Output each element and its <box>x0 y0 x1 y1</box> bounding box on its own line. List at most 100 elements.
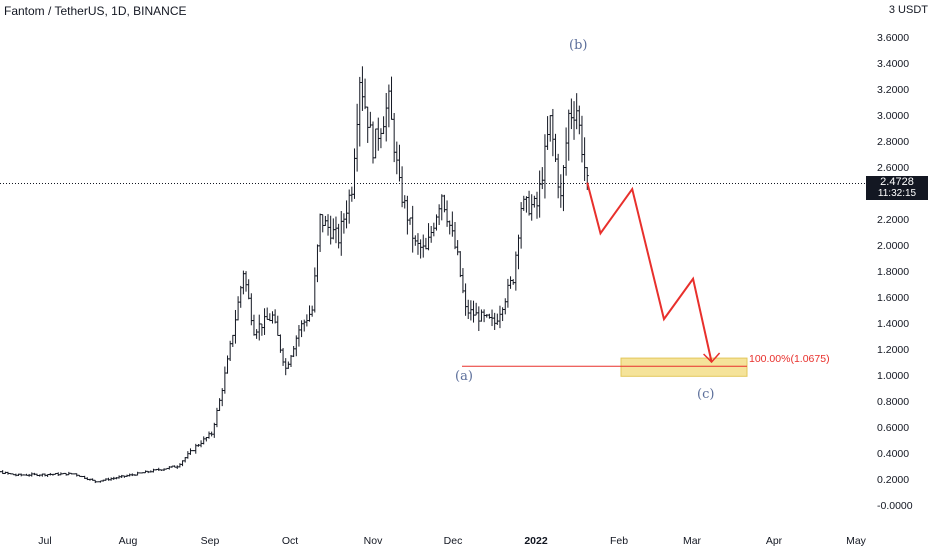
price-tick-label: 1.4000 <box>877 318 909 330</box>
currency-label: 3 USDT <box>888 4 928 16</box>
ohlc-bar <box>289 354 293 367</box>
wave-label-c: (c) <box>697 387 714 402</box>
ohlc-bar <box>371 121 375 164</box>
ohlc-bar <box>67 471 71 476</box>
ohlc-bar <box>514 251 518 291</box>
ohlc-bar <box>479 309 483 322</box>
ohlc-bar <box>532 195 536 208</box>
ohlc-bar <box>580 115 584 163</box>
ohlc-bar <box>91 478 95 481</box>
ohlc-bar <box>151 468 155 473</box>
time-tick-label: Jul <box>38 535 51 547</box>
ohlc-bar <box>448 220 452 235</box>
ohlc-bar <box>546 116 550 150</box>
ohlc-bar <box>228 340 232 361</box>
ohlc-bar <box>321 214 325 233</box>
ohlc-bar <box>252 314 256 336</box>
ohlc-bar <box>429 226 433 243</box>
ohlc-bar <box>490 309 494 327</box>
ohlc-bar <box>363 78 367 110</box>
price-tick-label: 0.4000 <box>877 448 909 460</box>
ohlc-bar <box>493 312 497 330</box>
ohlc-bar <box>519 202 523 249</box>
ohlc-bar <box>265 307 269 320</box>
ohlc-bar <box>331 218 335 240</box>
ohlc-bar <box>199 440 203 448</box>
ohlc-bar <box>181 460 185 467</box>
ohlc-bar <box>535 191 539 219</box>
ohlc-bar <box>233 309 237 344</box>
ohlc-bar <box>511 279 515 285</box>
price-tick-label: 2.8000 <box>877 136 909 148</box>
current-price-value: 2.4728 <box>880 176 914 188</box>
ohlc-bar <box>170 465 174 468</box>
ohlc-bar <box>464 283 468 316</box>
ohlc-bar <box>347 189 351 224</box>
price-tick-label: 3.6000 <box>877 32 909 44</box>
ohlc-bar <box>577 105 581 135</box>
ohlc-bar <box>93 479 97 484</box>
ohlc-bar <box>175 465 179 469</box>
ohlc-bar <box>400 166 404 208</box>
ohlc-bar <box>543 134 547 199</box>
time-tick-label: Sep <box>201 535 220 547</box>
ohlc-bar <box>125 474 129 477</box>
ohlc-bar <box>154 468 158 471</box>
ohlc-bar <box>559 174 563 208</box>
ohlc-bar <box>527 190 531 216</box>
ohlc-bar <box>339 211 343 256</box>
ohlc-bar <box>358 76 362 147</box>
ohlc-bar <box>482 309 486 323</box>
price-tick-label: -0.0000 <box>877 500 913 512</box>
ohlc-bar <box>376 117 380 151</box>
ohlc-bar <box>157 467 161 471</box>
ohlc-bar <box>390 76 394 120</box>
ohlc-bar <box>48 472 52 476</box>
ohlc-bar <box>305 314 309 327</box>
ohlc-bar <box>498 305 502 329</box>
ohlc-bar <box>35 473 39 477</box>
ohlc-bar <box>567 109 571 161</box>
ohlc-bar <box>540 167 544 190</box>
ohlc-bar <box>207 431 211 439</box>
ohlc-bar <box>310 305 314 317</box>
ohlc-bar <box>109 477 113 481</box>
ohlc-bar <box>281 348 285 366</box>
ohlc-bar <box>278 334 282 353</box>
ohlc-bar <box>326 214 330 236</box>
ohlc-bar <box>64 472 68 476</box>
ohlc-bar <box>575 93 579 130</box>
ohlc-bar <box>509 276 513 289</box>
ohlc-bar <box>405 195 409 235</box>
price-axis[interactable]: 3.60003.40003.20003.00002.80002.60002.40… <box>877 32 913 512</box>
price-tick-label: 1.2000 <box>877 344 909 356</box>
ohlc-bar <box>270 311 274 324</box>
target-zone[interactable] <box>620 357 748 377</box>
price-tick-label: 2.6000 <box>877 162 909 174</box>
ohlc-bar <box>345 200 349 229</box>
ohlc-bar <box>392 112 396 163</box>
ohlc-bar <box>355 103 359 172</box>
ohlc-bar <box>191 450 195 452</box>
ohlc-bar <box>522 195 526 211</box>
ohlc-bar <box>554 133 558 162</box>
time-tick-label: May <box>846 535 867 547</box>
ohlc-bar <box>167 466 171 470</box>
ohlc-bar <box>424 237 428 250</box>
ohlc-bar <box>186 451 190 459</box>
ohlc-bar <box>122 475 126 478</box>
ohlc-bar <box>77 474 81 477</box>
ohlc-bar <box>427 223 431 251</box>
projection-path[interactable] <box>586 182 713 363</box>
time-tick-label: Aug <box>119 535 138 547</box>
ohlc-bar <box>434 214 438 231</box>
ohlc-bar <box>120 474 124 479</box>
ohlc-bar <box>54 472 58 475</box>
time-axis[interactable]: Jul Aug Sep Oct Nov Dec 2022 Feb Mar Apr May <box>38 535 866 547</box>
ohlc-bar <box>561 165 565 212</box>
ohlc-bar <box>75 473 79 477</box>
time-tick-label: Oct <box>282 535 298 547</box>
ohlc-bar <box>397 144 401 182</box>
ohlc-bar <box>32 472 36 476</box>
